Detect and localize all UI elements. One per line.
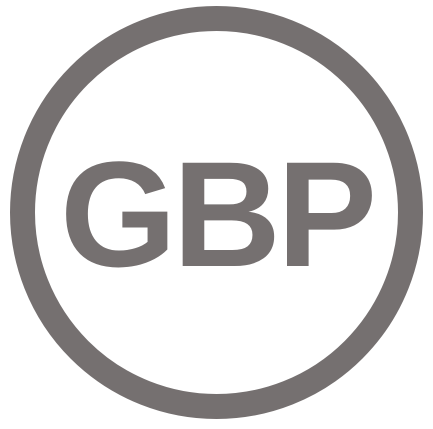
currency-code-label: GBP <box>60 130 373 298</box>
circle-ring-icon <box>10 6 423 419</box>
